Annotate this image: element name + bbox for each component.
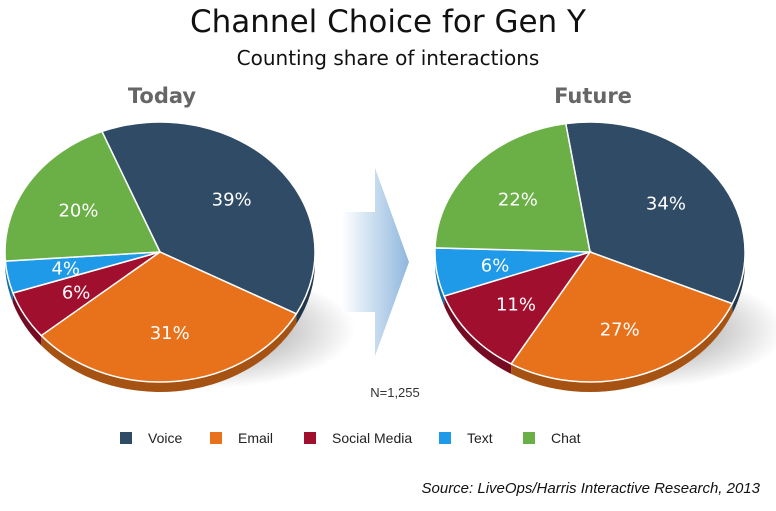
slice-label-social-media: 6%	[62, 282, 91, 303]
legend-label: Email	[238, 430, 273, 446]
legend-swatch	[210, 432, 222, 444]
pie-title: Future	[554, 84, 632, 108]
legend: Voice Email Social Media Text Chat	[120, 430, 581, 446]
legend-item-voice: Voice	[120, 430, 182, 446]
slice-label-chat: 22%	[498, 190, 538, 211]
slice-email	[40, 251, 298, 383]
slice-label-voice: 34%	[646, 194, 686, 215]
pie-future: Future 34% 27% 11% 6% 22%	[434, 84, 776, 392]
source-note: Source: LiveOps/Harris Interactive Resea…	[421, 480, 761, 497]
slice-chat	[4, 130, 162, 262]
legend-swatch	[523, 432, 535, 444]
pie-title: Today	[128, 84, 197, 108]
slice-label-social-media: 11%	[496, 294, 536, 315]
chart-title: Channel Choice for Gen Y	[190, 4, 586, 40]
legend-label: Chat	[551, 430, 581, 446]
legend-label: Text	[467, 430, 493, 446]
legend-label: Voice	[148, 430, 182, 446]
legend-swatch	[439, 432, 451, 444]
slice-side-email	[41, 313, 297, 392]
pie-today: Today 39% 31% 6%4% 20%	[4, 84, 356, 392]
slice-label-text: 6%	[481, 256, 510, 277]
slice-social-media	[443, 250, 592, 365]
legend-item-email: Email	[210, 430, 273, 446]
legend-item-chat: Chat	[523, 430, 581, 446]
slice-email	[509, 251, 734, 383]
legend-label: Social Media	[332, 430, 412, 446]
chart-subtitle: Counting share of interactions	[236, 46, 540, 70]
slice-label-email: 31%	[150, 323, 190, 344]
legend-swatch	[120, 432, 132, 444]
legend-item-text: Text	[439, 430, 493, 446]
slice-label-voice: 39%	[212, 189, 252, 210]
slice-voice	[100, 121, 316, 315]
legend-item-social-media: Social Media	[304, 430, 412, 446]
slice-side-text	[435, 252, 445, 307]
slice-chat	[434, 122, 591, 253]
slice-side-voice	[296, 252, 315, 324]
direction-arrow	[342, 168, 409, 356]
slice-label-email: 27%	[600, 320, 640, 341]
legend-swatch	[304, 432, 316, 444]
slice-voice	[564, 121, 746, 305]
sample-size-note: N=1,255	[370, 385, 420, 400]
slice-label-chat: 20%	[58, 200, 98, 221]
slice-label-text: 4%	[51, 259, 80, 280]
